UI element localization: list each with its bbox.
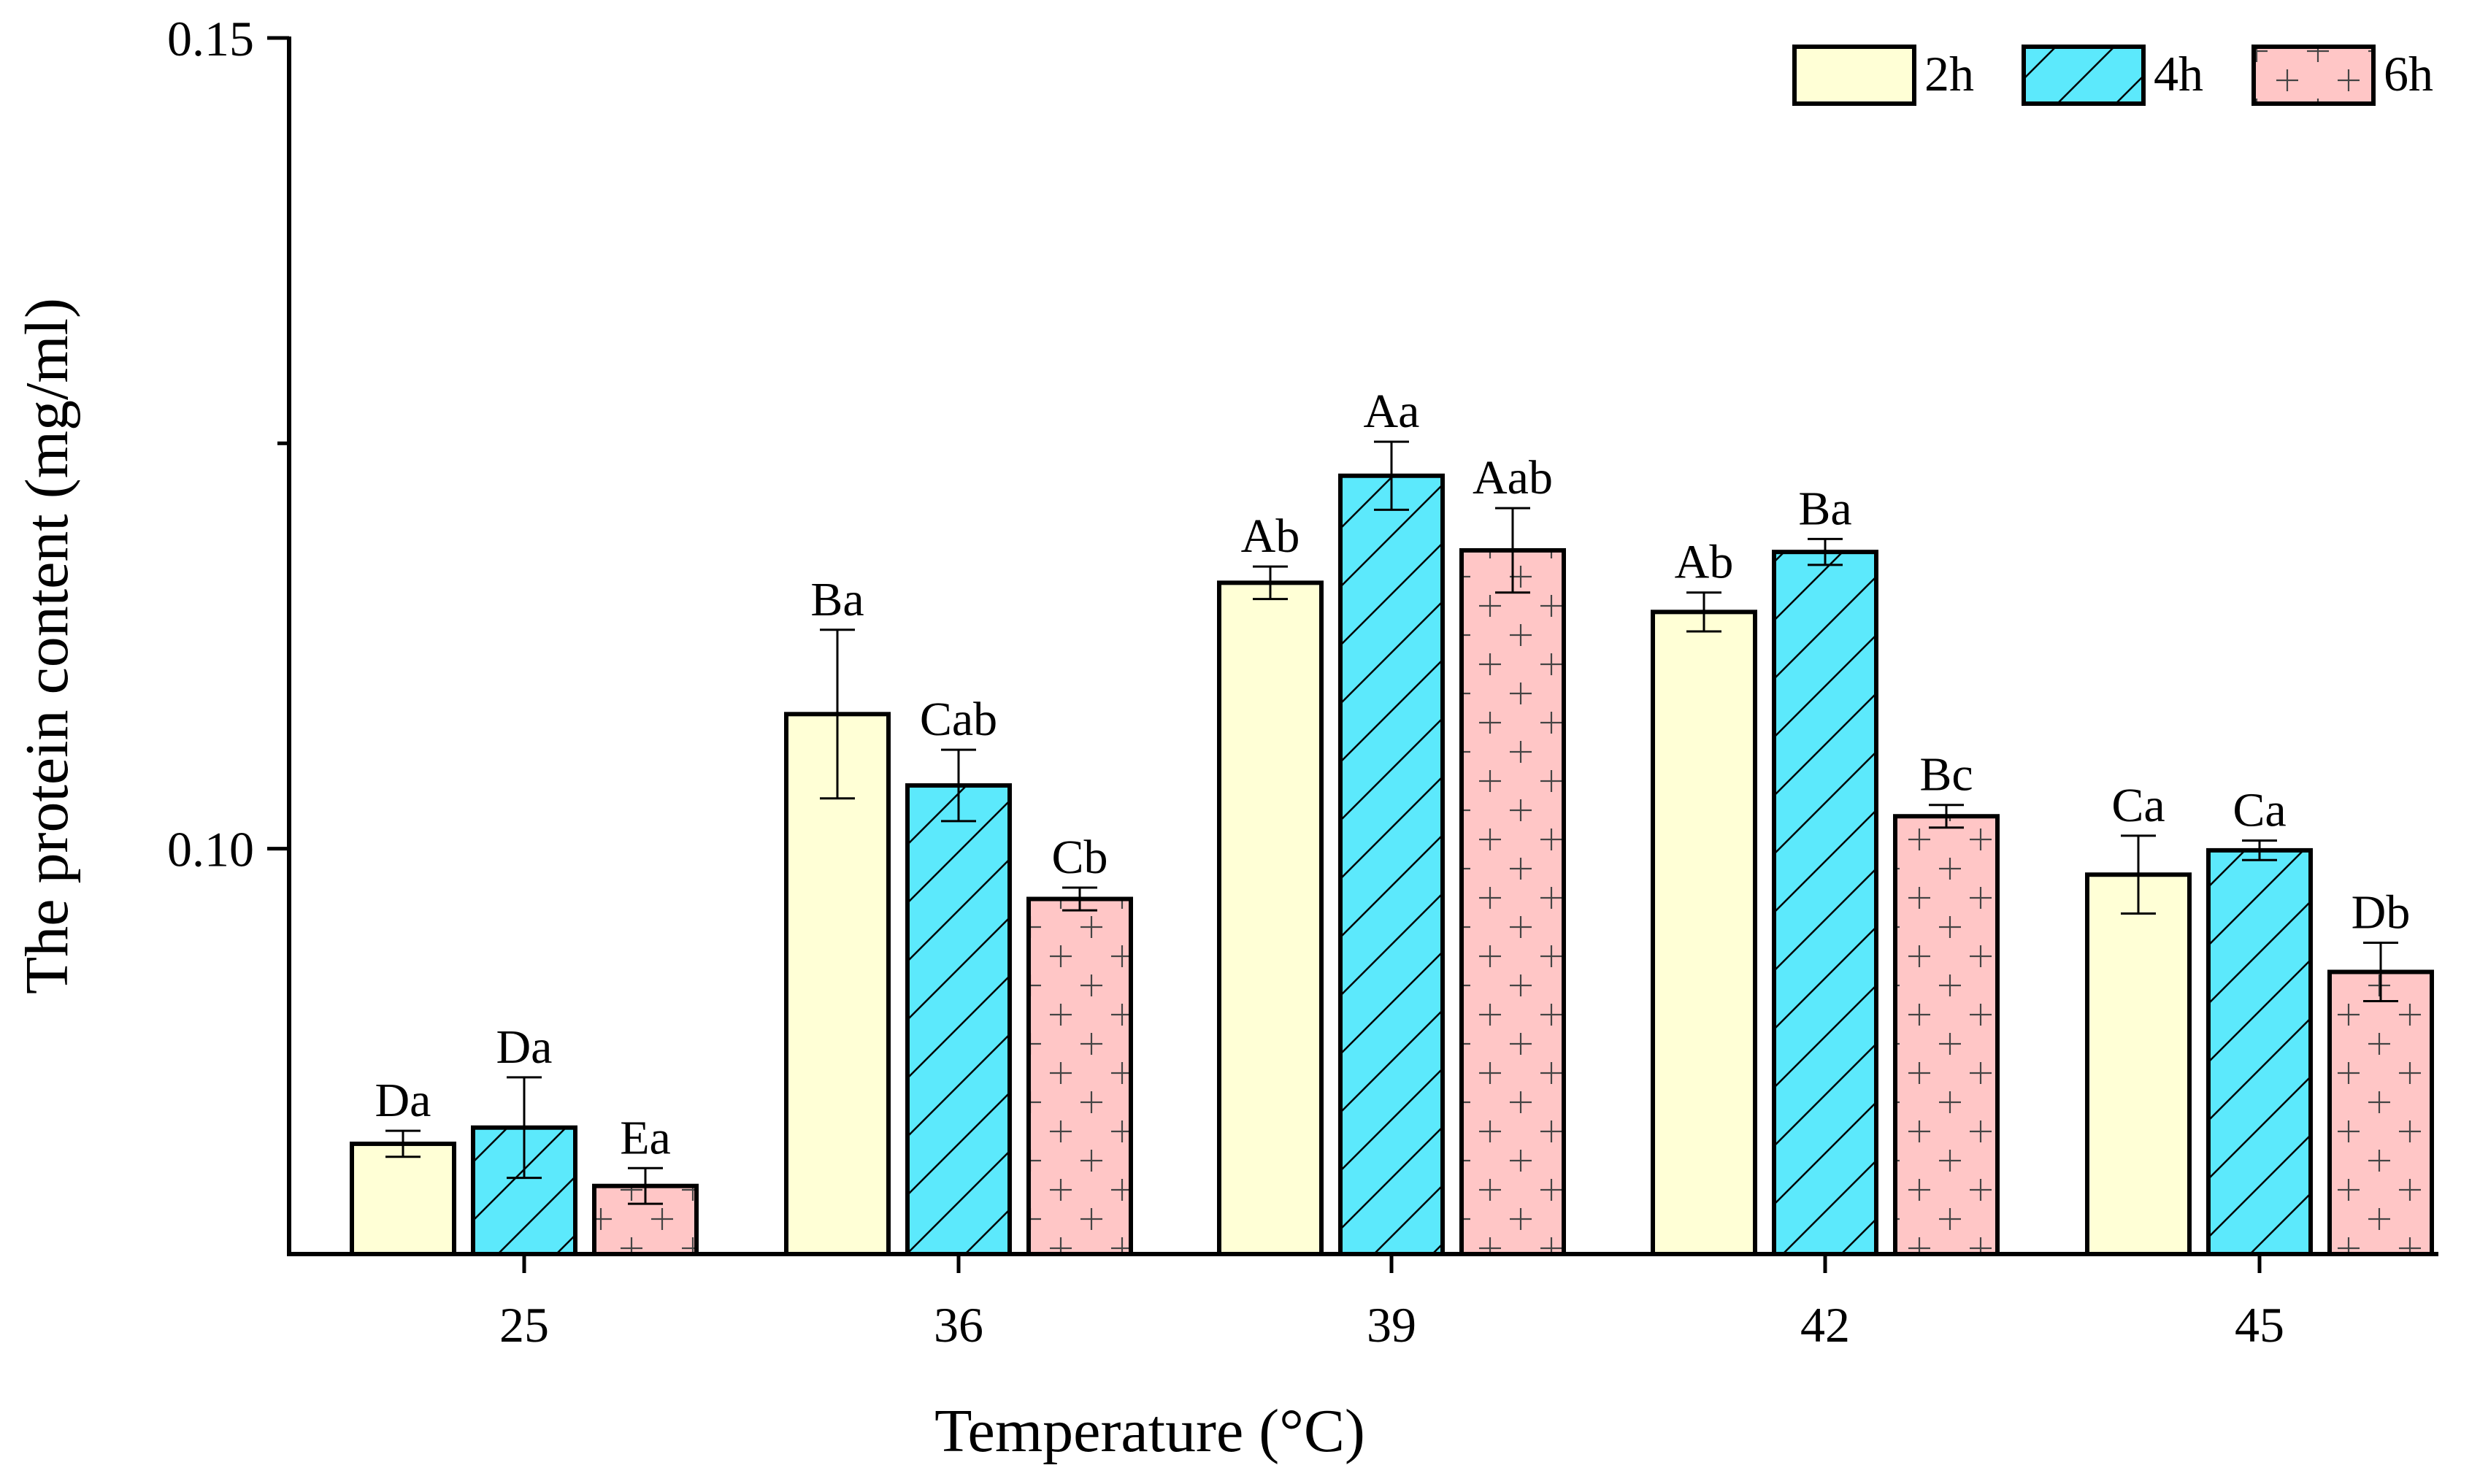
significance-label: Da xyxy=(496,1020,553,1074)
legend-swatch-pattern-4h xyxy=(2024,47,2143,104)
significance-label: Cab xyxy=(920,693,997,746)
y-axis-title: The protein content (mg/ml) xyxy=(13,298,81,994)
x-tick-label: 42 xyxy=(1800,1297,1850,1353)
bar-pattern-6h-39 xyxy=(1462,550,1564,1254)
bar-pattern-4h-39 xyxy=(1340,475,1443,1254)
significance-label: Ea xyxy=(620,1111,671,1164)
significance-label: Ca xyxy=(2111,779,2165,832)
significance-label: Ba xyxy=(1798,482,1851,535)
x-tick-label: 36 xyxy=(934,1297,983,1353)
x-tick-label: 39 xyxy=(1367,1297,1416,1353)
legend-swatch-outline-4h xyxy=(2022,45,2146,106)
legend-swatch-outline-2h xyxy=(1792,45,1916,106)
bar-pattern-6h-45 xyxy=(2330,972,2432,1254)
legend: 2h 4h 6h xyxy=(1792,45,2433,106)
significance-label: Db xyxy=(2352,886,2411,939)
significance-label: Cb xyxy=(1051,831,1107,884)
significance-label: Ba xyxy=(810,573,864,626)
legend-label: 2h xyxy=(1924,46,1974,101)
bar-pattern-4h-36 xyxy=(907,785,1010,1254)
bar-pattern-4h-42 xyxy=(1774,552,1876,1254)
legend-swatch-pattern-6h xyxy=(2254,47,2373,104)
legend-label: 4h xyxy=(2154,46,2203,101)
bar-pattern-6h-42 xyxy=(1895,816,1997,1254)
significance-label: Da xyxy=(375,1074,431,1127)
significance-label: Aa xyxy=(1364,385,1420,438)
x-tick-label: 45 xyxy=(2235,1297,2284,1353)
bar-pattern-4h-45 xyxy=(2208,850,2311,1254)
bar-pattern-6h-36 xyxy=(1029,899,1131,1254)
significance-label: Aab xyxy=(1473,451,1553,504)
y-tick-label: 0.10 xyxy=(167,822,254,877)
bar-2h-42 xyxy=(1653,612,1755,1254)
significance-label: Bc xyxy=(1919,748,1973,801)
legend-label: 6h xyxy=(2384,46,2433,101)
legend-swatch-outline-6h xyxy=(2251,45,2376,106)
x-tick-label: 25 xyxy=(499,1297,549,1353)
significance-label: Ab xyxy=(1241,510,1300,563)
plot-area: Da Da Ea Ba Cab Cb Ab Aa Aab Ab Ba Bc Ca Ca Db xyxy=(350,385,2434,1257)
bar-2h-39 xyxy=(1219,583,1321,1254)
bar-2h-36 xyxy=(786,714,888,1254)
bar-2h-45 xyxy=(2087,874,2189,1254)
x-axis-title: Temperature (°C) xyxy=(934,1397,1365,1465)
legend-swatch-2h xyxy=(1794,47,1914,104)
significance-label: Ab xyxy=(1675,536,1734,589)
significance-label: Ca xyxy=(2233,784,2286,837)
axes: 25 36 39 42 45 0.10 0.15 xyxy=(167,11,2438,1353)
y-tick-label: 0.15 xyxy=(167,11,254,66)
bar-2h-25 xyxy=(352,1143,454,1254)
